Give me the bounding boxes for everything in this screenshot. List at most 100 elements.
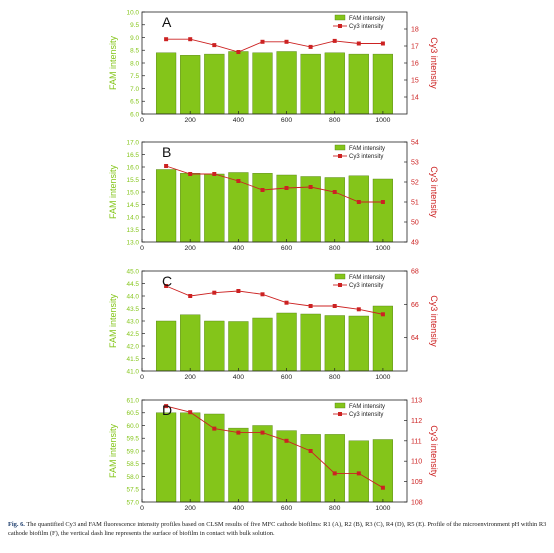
cy3-marker bbox=[332, 38, 337, 43]
left-tick-label: 15.0 bbox=[127, 189, 140, 196]
fam-bar bbox=[180, 314, 201, 372]
fam-bar bbox=[324, 177, 345, 243]
cy3-marker bbox=[356, 471, 361, 476]
left-axis-title: FAM intensity bbox=[108, 293, 118, 348]
legend-cy3-marker bbox=[338, 24, 342, 28]
left-tick-label: 9.0 bbox=[130, 35, 139, 42]
cy3-marker bbox=[356, 41, 361, 46]
cy3-line bbox=[165, 405, 384, 489]
right-tick-label: 54 bbox=[411, 140, 419, 147]
right-tick-label: 110 bbox=[411, 459, 422, 466]
left-tick-label: 57.0 bbox=[127, 499, 140, 506]
cy3-marker bbox=[212, 290, 217, 295]
cy3-marker bbox=[380, 200, 385, 204]
right-axis-title: Cy3 intensity bbox=[429, 295, 439, 347]
fam-bar bbox=[348, 175, 369, 243]
left-tick-label: 14.5 bbox=[127, 202, 140, 209]
fam-bar bbox=[372, 53, 393, 115]
left-tick-label: 42.0 bbox=[127, 343, 140, 350]
chart-panel-c: 41.0 41.5 42.0 42.5 43.0 43.5 44.0 44.5 45.0 64 66… bbox=[108, 268, 439, 381]
cy3-marker bbox=[188, 37, 193, 42]
fam-bar bbox=[228, 321, 249, 372]
left-tick-label: 57.5 bbox=[127, 487, 140, 494]
right-tick-label: 53 bbox=[411, 160, 419, 167]
legend-fam-swatch bbox=[334, 144, 346, 151]
fam-bar bbox=[276, 312, 297, 372]
fam-bar bbox=[180, 412, 201, 503]
cy3-marker bbox=[332, 304, 337, 308]
x-tick-label: 400 bbox=[233, 245, 245, 252]
x-tick-label: 800 bbox=[329, 245, 341, 252]
right-axis-title: Cy3 intensity bbox=[429, 425, 439, 477]
x-tick-label: 1000 bbox=[375, 245, 390, 252]
cy3-line bbox=[166, 38, 383, 53]
right-tick-label: 51 bbox=[411, 200, 419, 207]
left-tick-label: 16.5 bbox=[127, 152, 140, 159]
cy3-marker bbox=[308, 44, 313, 49]
figure-caption: Fig. 6. The quantified Cy3 and FAM fluor… bbox=[8, 520, 548, 538]
x-tick-label: 1000 bbox=[375, 117, 390, 124]
cy3-marker bbox=[332, 190, 337, 194]
cy3-marker bbox=[164, 284, 169, 288]
legend-fam-swatch bbox=[334, 273, 346, 280]
x-tick-label: 200 bbox=[185, 245, 197, 252]
cy3-marker bbox=[380, 312, 385, 317]
left-tick-label: 43.0 bbox=[127, 318, 140, 325]
left-tick-label: 41.0 bbox=[127, 368, 140, 375]
left-tick-label: 15.5 bbox=[127, 177, 140, 184]
fam-bar bbox=[155, 169, 177, 243]
fam-bar bbox=[300, 313, 321, 372]
right-tick-label: 66 bbox=[411, 302, 419, 309]
fam-bar bbox=[180, 173, 201, 243]
legend-cy3-label: Cy3 intensity bbox=[349, 412, 383, 418]
left-tick-label: 16.0 bbox=[127, 164, 140, 171]
cy3-marker bbox=[212, 426, 217, 431]
caption-text: The quantified Cy3 and FAM fluorescence … bbox=[8, 521, 547, 537]
fam-bar bbox=[155, 320, 177, 372]
legend-fam-label: FAM intensity bbox=[349, 16, 385, 22]
cy3-marker bbox=[212, 172, 217, 176]
fam-bar bbox=[204, 53, 225, 115]
panel-letter: C bbox=[162, 273, 172, 289]
fam-bar bbox=[324, 52, 345, 115]
right-tick-label: 18 bbox=[411, 27, 419, 34]
left-tick-label: 14.0 bbox=[127, 214, 140, 221]
cy3-marker bbox=[260, 188, 265, 192]
cy3-marker bbox=[308, 185, 313, 189]
panel-letter: A bbox=[162, 14, 172, 30]
fam-bar bbox=[228, 51, 249, 115]
fam-bar bbox=[348, 315, 369, 372]
left-tick-label: 60.0 bbox=[127, 423, 140, 430]
fam-bar bbox=[300, 434, 321, 503]
left-axis-title: FAM intensity bbox=[108, 35, 118, 90]
x-tick-label: 800 bbox=[329, 117, 341, 124]
cy3-marker bbox=[164, 404, 169, 409]
x-tick-label: 0 bbox=[140, 374, 144, 381]
fam-bar bbox=[324, 315, 345, 372]
cy3-marker bbox=[284, 438, 289, 443]
legend-fam-label: FAM intensity bbox=[349, 404, 385, 410]
left-tick-label: 13.0 bbox=[127, 239, 140, 246]
left-tick-label: 7.5 bbox=[130, 73, 139, 80]
right-tick-label: 52 bbox=[411, 180, 419, 187]
cy3-line bbox=[165, 285, 383, 315]
right-tick-label: 50 bbox=[411, 220, 419, 227]
cy3-marker bbox=[236, 430, 241, 435]
fam-bar bbox=[276, 51, 297, 115]
left-tick-label: 58.0 bbox=[127, 474, 140, 481]
right-tick-label: 49 bbox=[411, 240, 419, 247]
caption-lead: Fig. 6. bbox=[8, 521, 25, 528]
left-tick-label: 58.5 bbox=[127, 461, 140, 468]
cy3-marker bbox=[308, 304, 313, 308]
fam-bar bbox=[372, 439, 393, 503]
left-tick-label: 45.0 bbox=[127, 268, 140, 275]
legend-cy3-label: Cy3 intensity bbox=[349, 24, 383, 30]
x-tick-label: 600 bbox=[281, 505, 293, 512]
cy3-marker bbox=[164, 164, 169, 168]
x-tick-label: 0 bbox=[140, 505, 144, 512]
cy3-marker bbox=[380, 485, 385, 490]
x-tick-label: 0 bbox=[140, 117, 144, 124]
right-axis-title: Cy3 intensity bbox=[429, 37, 439, 89]
cy3-marker bbox=[260, 292, 265, 297]
legend-fam-label: FAM intensity bbox=[349, 146, 385, 152]
